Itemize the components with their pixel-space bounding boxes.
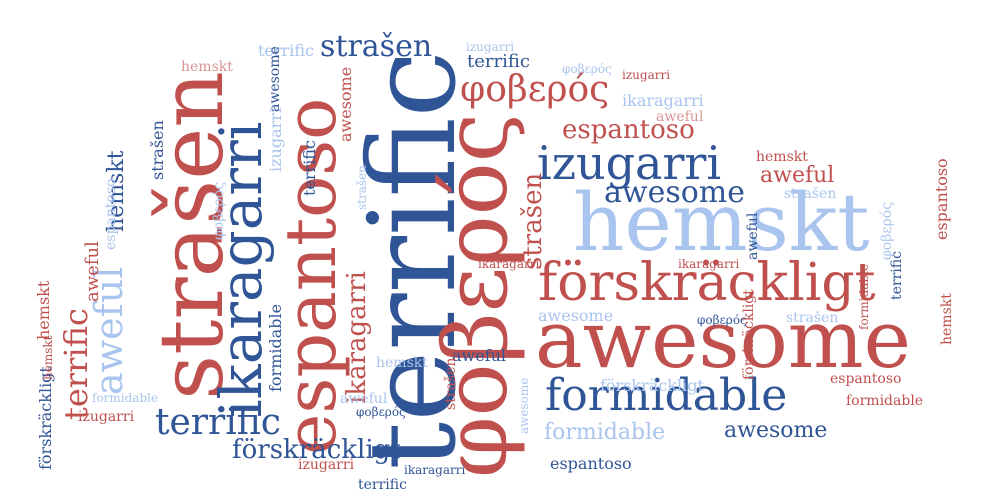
word: espantoso — [562, 115, 695, 145]
word: aweful — [760, 163, 835, 188]
word: strašen — [786, 310, 839, 326]
word: strašen — [148, 120, 167, 180]
word: espantoso — [932, 158, 951, 240]
word: formidable — [846, 393, 924, 409]
word: awesome — [724, 418, 828, 443]
word: ikaragarri — [622, 91, 704, 110]
word: strašen — [784, 186, 837, 202]
word: strašen — [355, 165, 369, 210]
word: φοβερός — [697, 313, 747, 327]
word: terrific — [358, 477, 407, 493]
word: espantoso — [830, 371, 902, 387]
word: φοβερός — [562, 62, 612, 76]
word: formidable — [266, 303, 285, 392]
word: awesome — [336, 66, 355, 142]
word: aweful — [745, 212, 761, 260]
word: formidable — [92, 391, 159, 405]
word: hemskt — [376, 355, 428, 371]
word: φοβερός — [460, 69, 610, 110]
word: izugarri — [266, 107, 285, 172]
word: strašen — [320, 29, 433, 64]
word: ikaragarri — [678, 257, 740, 271]
word: formidable — [545, 370, 788, 421]
word: terrific — [889, 251, 905, 300]
word: izugarri — [298, 457, 355, 473]
word: ikaragarri — [207, 121, 275, 418]
word: izugarri — [622, 68, 671, 82]
word: φοβερός — [424, 112, 527, 478]
word: espantoso — [103, 178, 119, 250]
word: ikaragarri — [478, 257, 540, 271]
word: aweful — [452, 346, 507, 365]
word: förskräckligt — [600, 376, 704, 395]
word: φοβερός — [356, 405, 406, 419]
word: awesome — [267, 46, 283, 112]
word: förskräckligt — [36, 366, 55, 470]
word: aweful — [82, 241, 103, 302]
word: terrific — [258, 41, 314, 60]
word: hemskt — [939, 293, 955, 345]
word: espantoso — [550, 454, 632, 473]
word: formidable — [544, 420, 666, 445]
word: aweful — [656, 109, 704, 125]
word: izugarri — [537, 136, 722, 190]
word: hemskt — [34, 280, 53, 340]
word: terrific — [57, 308, 95, 420]
word: terrific — [467, 51, 530, 72]
word: awesome — [538, 306, 614, 325]
word: terrific — [155, 402, 281, 443]
word: hemskt — [573, 176, 870, 269]
word: hemskt — [41, 335, 55, 380]
word: awesome — [604, 175, 745, 210]
word: aweful — [340, 391, 388, 407]
word: ikaragarri — [404, 463, 466, 477]
word: φοβερός — [211, 181, 227, 240]
word: awesome — [517, 377, 531, 434]
word: terrific — [300, 140, 319, 196]
word: hemskt — [756, 149, 808, 165]
word: förskräckligt — [538, 253, 876, 313]
word: awesome — [535, 293, 911, 386]
word: strašen — [443, 357, 459, 410]
word: izugarri — [78, 409, 135, 425]
word: hemskt — [181, 59, 233, 75]
word: förskräckligt — [741, 289, 757, 380]
word: förskräckligt — [232, 435, 401, 465]
word: izugarri — [466, 40, 515, 54]
word: ikaragarri — [342, 271, 372, 404]
word: strašen — [518, 172, 548, 270]
word: formidable — [857, 263, 871, 330]
